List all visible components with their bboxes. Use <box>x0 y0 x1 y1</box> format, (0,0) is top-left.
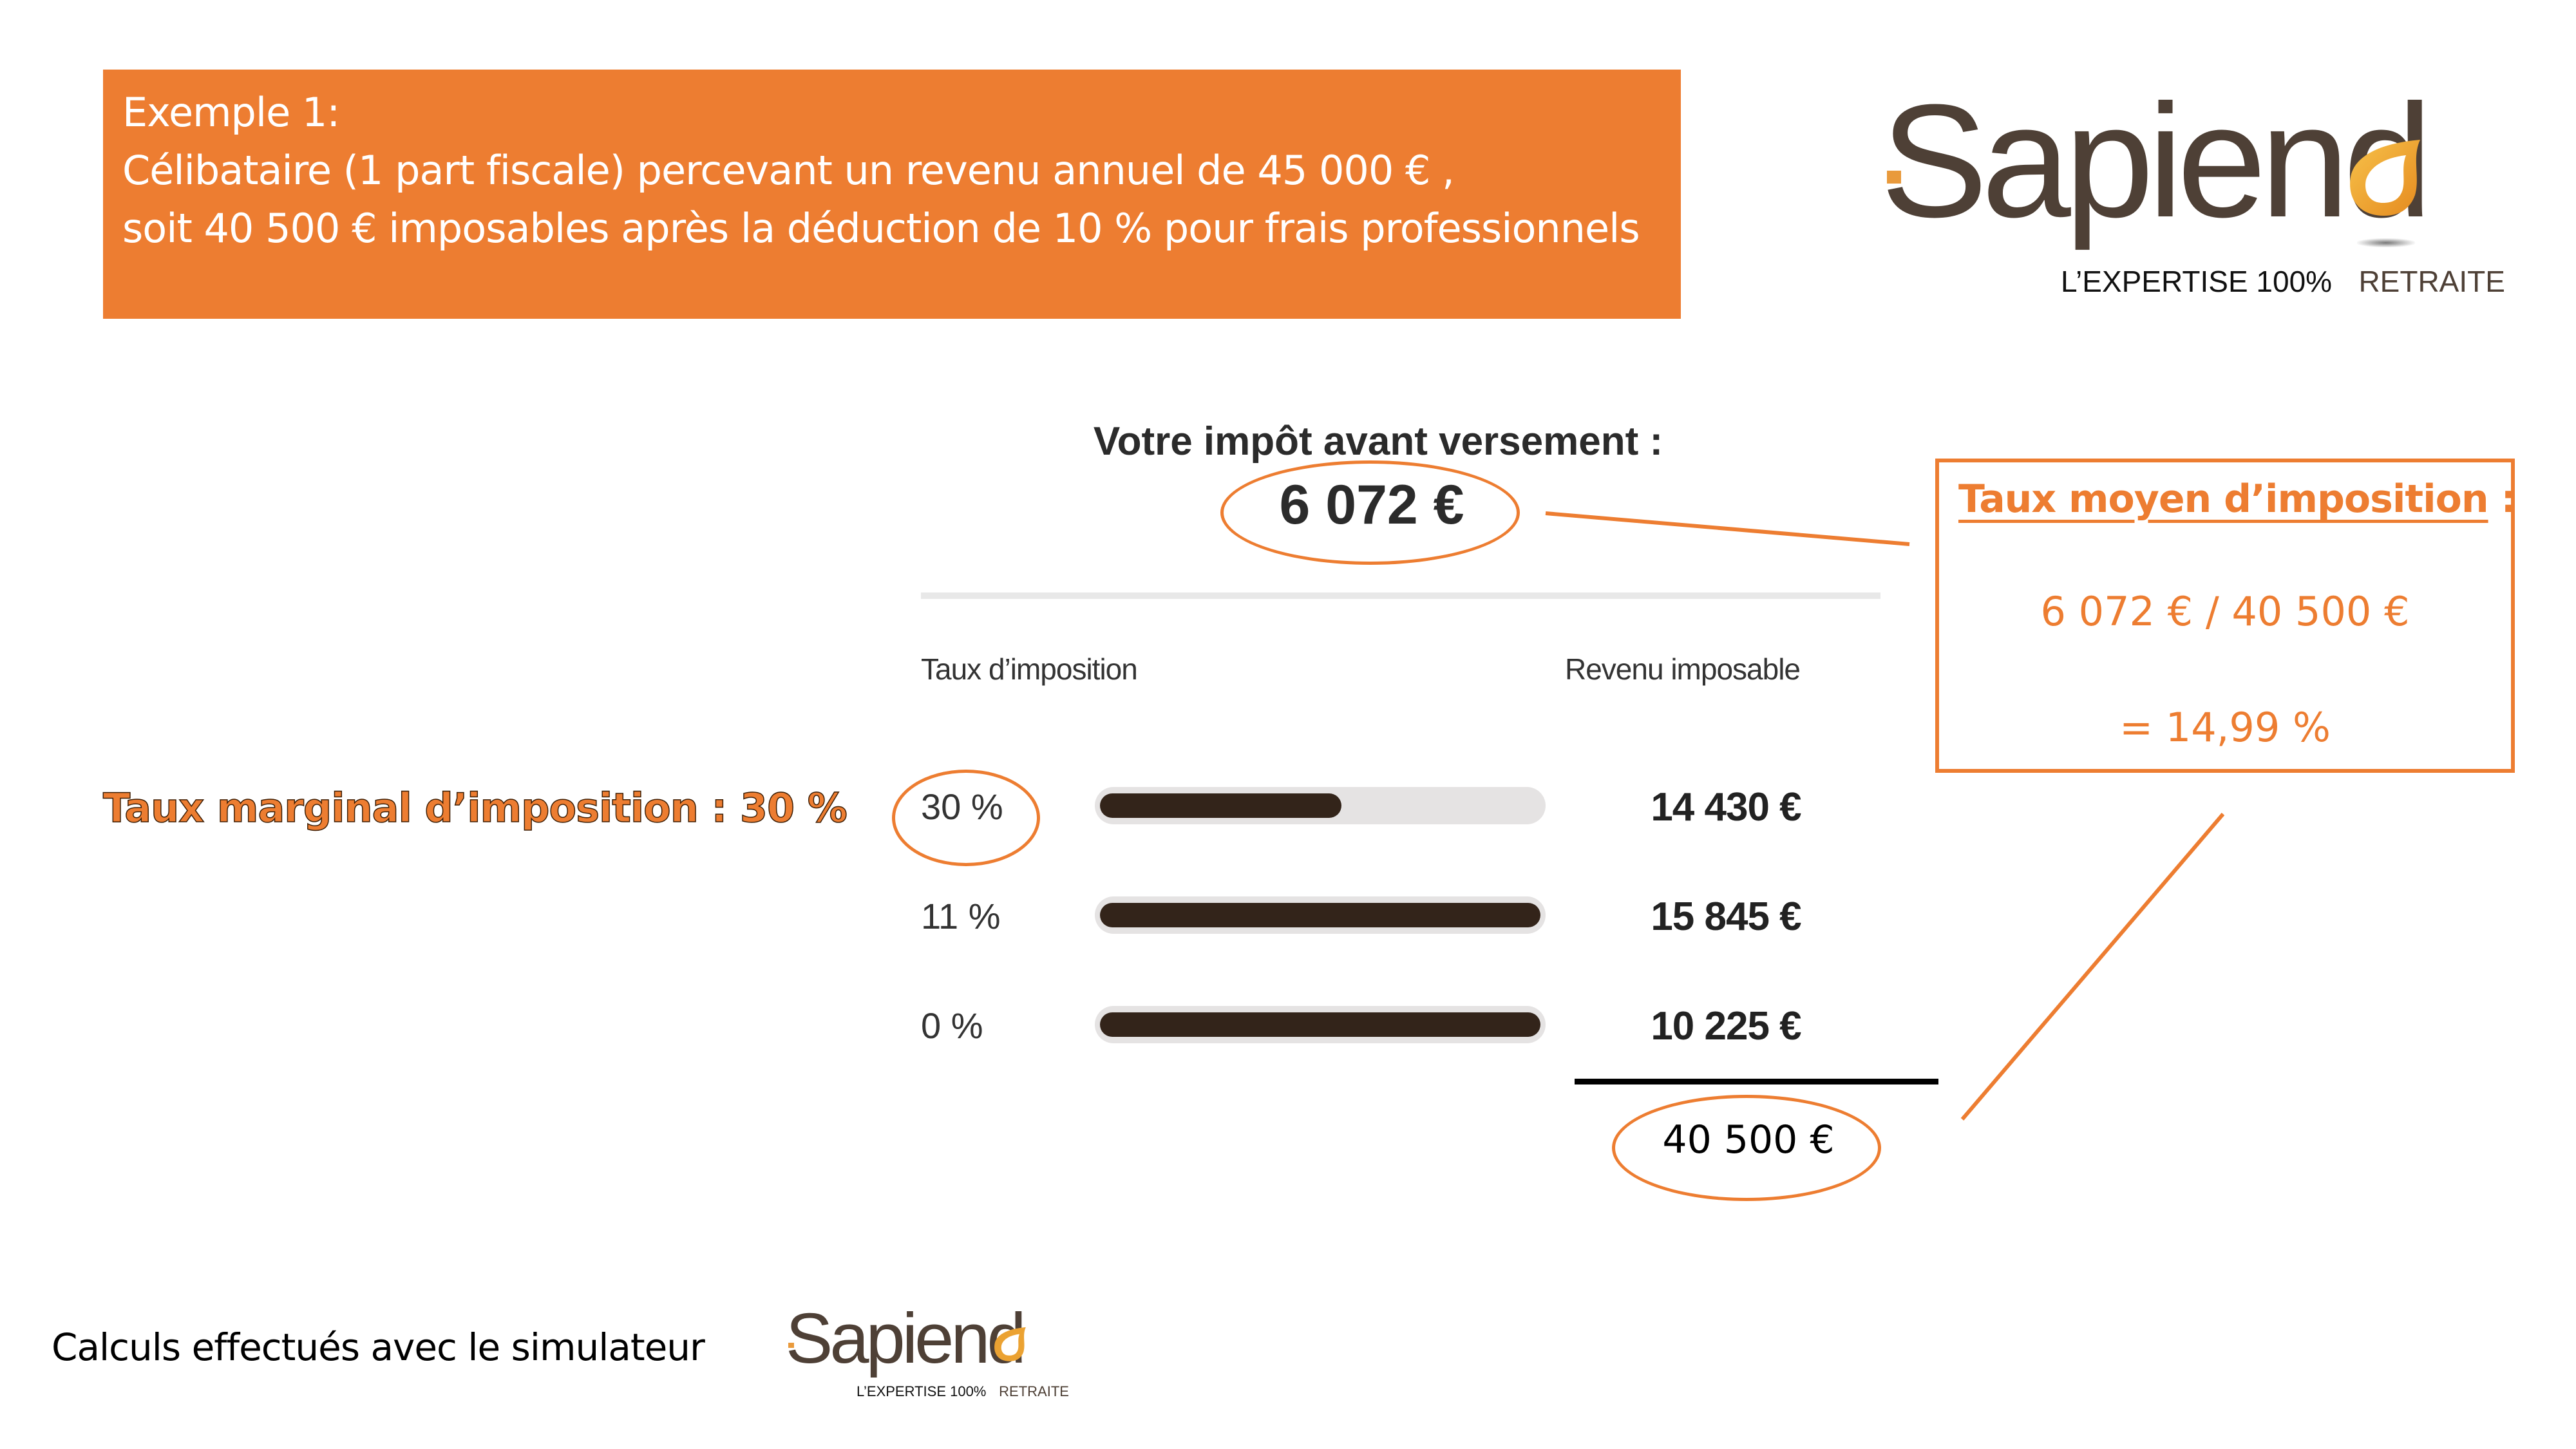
brand-logo: Sapiend L’EXPERTISE 100% RETRAITE <box>1880 71 2512 322</box>
marginal-rate-highlight-circle <box>892 770 1040 866</box>
example-title: Exemple 1: <box>122 89 340 136</box>
logo-tagline: L’EXPERTISE 100% RETRAITE <box>857 1383 1069 1399</box>
logo-wordmark: Sapiend <box>786 1299 1027 1378</box>
bracket-amount: 10 225 € <box>1651 1004 1801 1048</box>
average-tax-rate-result: = 14,99 % <box>2119 704 2331 751</box>
average-tax-rate-title: Taux moyen d’imposition : <box>1958 477 2516 522</box>
column-header-income: Revenu imposable <box>1565 652 1801 686</box>
sum-line <box>1575 1079 1938 1084</box>
bracket-bar <box>1095 787 1546 824</box>
bracket-rate: 11 % <box>921 896 1001 936</box>
bracket-amount: 14 430 € <box>1651 785 1801 829</box>
bracket-amount: 15 845 € <box>1651 895 1801 939</box>
average-tax-rate-formula: 6 072 € / 40 500 € <box>2040 588 2410 635</box>
bracket-bar-fill <box>1100 793 1341 818</box>
logo-drop-icon <box>992 1327 1028 1363</box>
separator <box>921 592 1880 599</box>
connector-tax-to-box <box>1545 511 1910 546</box>
footer-caption: Calculs effectués avec le simulateur <box>52 1325 705 1369</box>
example-header-box: Exemple 1: Célibataire (1 part fiscale) … <box>103 70 1681 319</box>
connector-total-to-box <box>1960 813 2225 1121</box>
logo-tagline: L’EXPERTISE 100% RETRAITE <box>2061 265 2505 298</box>
bracket-bar-fill <box>1100 903 1540 927</box>
column-header-rate: Taux d’imposition <box>921 652 1138 686</box>
logo-drop-icon <box>2344 138 2425 219</box>
tax-before-payment-title: Votre impôt avant versement : <box>1093 419 1663 464</box>
bracket-rate: 0 % <box>921 1005 983 1046</box>
average-tax-rate-box: Taux moyen d’imposition : 6 072 € / 40 5… <box>1935 459 2516 773</box>
logo-wordmark: Sapiend <box>1880 71 2432 251</box>
total-highlight-circle <box>1612 1095 1881 1201</box>
tax-amount-highlight-circle <box>1220 460 1520 565</box>
example-description-line-2: soit 40 500 € imposables après la déduct… <box>122 205 1640 252</box>
example-description-line-1: Célibataire (1 part fiscale) percevant u… <box>122 147 1455 194</box>
logo-accent-dot <box>1887 171 1901 184</box>
bracket-bar <box>1095 1006 1546 1043</box>
bracket-bar-fill <box>1100 1012 1540 1037</box>
logo-accent-dot <box>788 1343 794 1348</box>
logo-shadow <box>2357 238 2415 247</box>
footer-brand-logo: Sapiend L’EXPERTISE 100% RETRAITE <box>786 1299 1069 1410</box>
bracket-bar <box>1095 896 1546 934</box>
marginal-tax-rate-label: Taux marginal d’imposition : 30 % <box>102 784 848 832</box>
